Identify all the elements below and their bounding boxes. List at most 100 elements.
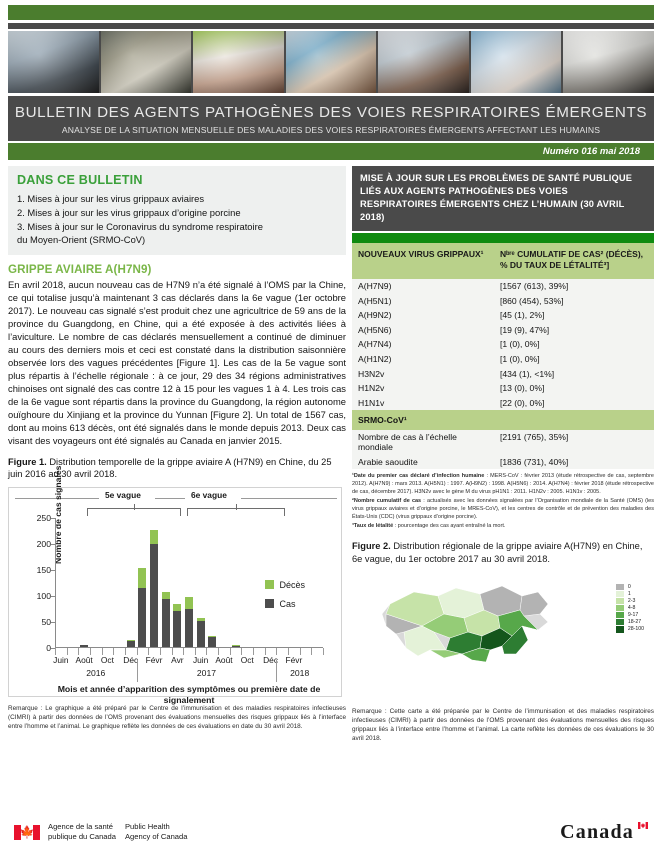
legend-item-cas: Cas (265, 599, 305, 609)
table-row: A(H5N1) [860 (454), 53%] (352, 293, 654, 308)
footnote-2-text: : actualisés avec les données signalées … (352, 498, 654, 521)
chart-bar-segment-cas (231, 645, 240, 647)
footnote-2-label: ²Nombre cumulatif de cas (352, 498, 422, 505)
table-subheader-label: SRMO-CoV¹ (352, 410, 654, 431)
bulletin-page: BULLETIN DES AGENTS PATHOGÈNES DES VOIES… (0, 5, 662, 849)
chart-y-tick-label: 50 (41, 616, 51, 627)
chart-x-tick-mark (78, 647, 80, 655)
green-divider-bar (352, 232, 654, 243)
chart-bar-cell (195, 518, 207, 647)
chart-bar-segment-cas (185, 609, 193, 647)
chart-bar (208, 635, 217, 647)
chart-x-tick-mark (323, 647, 324, 655)
chart-year-separator (276, 659, 278, 682)
chart-bar-segment-cas (161, 598, 170, 647)
footnote-1-label: ¹Date du premier cas déclaré d’infection… (352, 473, 485, 480)
chart-bar (185, 596, 193, 647)
chart-y-tick-mark (51, 621, 55, 623)
legend-label-deces: Décès (279, 579, 305, 590)
chart-y-tick-mark (51, 569, 55, 571)
footnote-1-text: : MERS-CoV : février 2013 (étude rétrosp… (352, 473, 654, 496)
chart-year-separator (136, 659, 138, 682)
chart-x-tick-mark (55, 647, 56, 655)
brace-tick (134, 503, 135, 510)
chart-x-tick-mark (311, 647, 313, 655)
chart-x-tick-mark (159, 647, 161, 655)
chart-y-tick-label: 0 (46, 642, 51, 653)
chart-x-axis (55, 646, 323, 648)
header-photo-strip (8, 31, 654, 93)
table-row: A(H1N2) [1 (0), 0%] (352, 351, 654, 367)
chart-x-tick-mark (136, 647, 138, 655)
lab-technician-photo (285, 31, 377, 93)
mother-sick-child-photo (378, 31, 469, 93)
radiologist-xray-photo (8, 31, 99, 93)
chart-bar-segment-cas (196, 621, 205, 647)
chart-x-tick-mark (229, 647, 231, 655)
chart-x-tick-label: Déc (263, 654, 279, 665)
chart-x-tick-mark (299, 647, 301, 655)
chart-bar-segment-deces (208, 635, 217, 638)
list-item: du Moyen-Orient (SRMO-CoV) (17, 234, 146, 246)
chart-bar (126, 640, 135, 647)
table-cell-cases: [19 (9), 47%] (493, 322, 654, 338)
figure1-remark: Remarque : Le graphique a été préparé pa… (8, 704, 346, 730)
chart-year-row: 2016 2017 2018 (55, 659, 323, 682)
canada-flag-icon: 🍁 (14, 824, 40, 840)
chart-bar-segment-deces (161, 591, 170, 599)
map-legend: 0 1 2-3 4-8 9-17 18-27 28-100 (614, 582, 644, 634)
in-this-issue-title: DANS CE BULLETIN (17, 173, 143, 188)
page-footer: 🍁 Agence de la santé publique du Canada … (0, 815, 662, 849)
chart-y-tick-label: 250 (36, 512, 51, 523)
brace-wave6 (187, 503, 285, 516)
map-legend-label: 2-3 (627, 597, 636, 604)
chart-bar-cell (55, 518, 67, 647)
chart-bar-segment-deces (138, 567, 147, 588)
chart-x-tick-label: Févr (285, 654, 303, 665)
legend-item-deces: Décès (265, 580, 305, 590)
list-item: 1. Mises à jour sur les virus grippaux a… (17, 193, 205, 205)
figure2-china-map: 0 1 2-3 4-8 9-17 18-27 28-100 (352, 570, 654, 700)
in-this-issue-list: 1. Mises à jour sur les virus grippaux a… (17, 192, 337, 247)
chart-bar-segment-deces (196, 617, 205, 622)
left-column: DANS CE BULLETIN 1. Mises à jour sur les… (8, 166, 346, 743)
map-legend-item: 28-100 (614, 624, 644, 634)
wave-label-6: 6e vague (191, 489, 227, 500)
footnote-3: ³Taux de létalité : pourcentage des cas … (352, 523, 654, 531)
chart-year-label: 2018 (290, 667, 310, 678)
list-item: 2. Mises à jour sur les virus grippaux d… (17, 207, 241, 219)
chart-x-tick-mark (253, 647, 255, 655)
chart-x-tick-mark (148, 647, 150, 655)
table-cell-cases: [860 (454), 53%] (493, 293, 654, 308)
in-this-issue-box: DANS CE BULLETIN 1. Mises à jour sur les… (8, 166, 346, 255)
map-legend-label: 0 (627, 583, 631, 590)
figure2-caption-label: Figure 2. (352, 541, 391, 552)
signature-text: Agence de la santé publique du Canada Pu… (48, 822, 187, 841)
signature-en-line1: Public Health (124, 822, 170, 832)
legend-swatch-cas (265, 599, 275, 609)
chart-x-tick-mark (206, 647, 208, 655)
content-columns: DANS CE BULLETIN 1. Mises à jour sur les… (8, 166, 654, 743)
chart-bar-segment-deces (80, 644, 89, 646)
map-legend-label: 1 (627, 590, 631, 597)
table-cell-cases: [1 (0), 0%] (493, 351, 654, 367)
chart-x-tick-label: Oct (100, 654, 114, 665)
table-body: A(H7N9) [1567 (613), 39%] A(H5N1) [860 (454… (352, 278, 654, 470)
chart-x-tick-label: Févr (145, 654, 163, 665)
footnote-3-text: : pourcentage des cas ayant entraîné la … (393, 523, 506, 530)
table-cell-cases: [1567 (613), 39%] (493, 278, 654, 294)
chart-x-ticks: Juin Août Oct Déc Févr Avr Juin Août Oct Déc Févr (53, 647, 324, 665)
map-legend-label: 4-8 (627, 604, 636, 611)
chart-x-tick-mark (276, 647, 278, 655)
chart-x-tick-mark (218, 647, 220, 655)
table-cell-virus: A(H5N6) (352, 322, 494, 338)
chart-x-tick-label: Oct (240, 654, 254, 665)
chart-bar-cell (207, 518, 219, 647)
chart-x-tick-mark (288, 647, 290, 655)
chart-bar-segment-cas (138, 587, 147, 647)
table-subheader-row: SRMO-CoV¹ (352, 410, 654, 431)
table-row: A(H5N6) [19 (9), 47%] (352, 322, 654, 338)
right-column: MISE À JOUR SUR LES PROBLÈMES DE SANTÉ P… (352, 166, 654, 743)
wave-rule-right (241, 497, 337, 499)
chart-bar (231, 644, 240, 647)
